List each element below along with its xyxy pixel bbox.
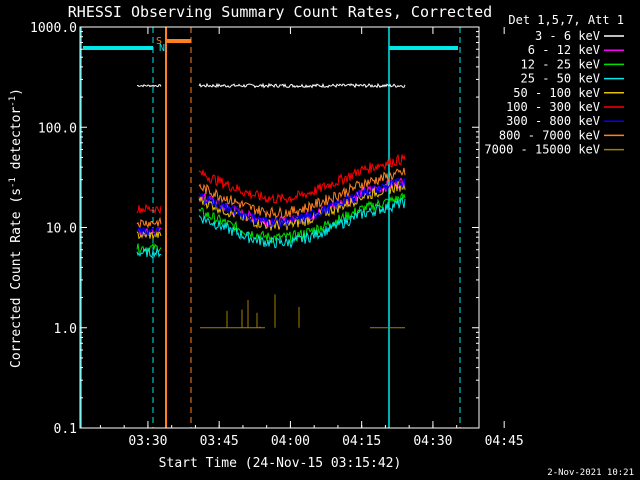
legend-label: 25 - 50 keV — [521, 72, 600, 86]
y-axis-label: Corrected Count Rate (s-1 detector-1) — [8, 88, 24, 368]
series-line — [198, 197, 406, 250]
legend-label: 300 - 800 keV — [506, 114, 600, 128]
y-axis: 0.1 1.0 10.0 100.0 1000.0 — [30, 21, 479, 437]
legend-label: 7000 - 15000 keV — [484, 143, 600, 157]
y-tick-label: 1000.0 — [30, 21, 77, 36]
timestamp: 2-Nov-2021 10:21 — [547, 468, 634, 478]
x-tick-label: 03:45 — [200, 434, 239, 449]
x-tick-label: 04:15 — [342, 434, 381, 449]
series-line — [198, 177, 406, 228]
y-tick-label: 1.0 — [54, 322, 77, 337]
x-tick-label: 04:00 — [271, 434, 310, 449]
night-flag: N — [159, 43, 165, 54]
y-tick-label: 100.0 — [38, 121, 77, 136]
y-tick-label: 10.0 — [46, 222, 77, 237]
legend-label: 800 - 7000 keV — [499, 128, 600, 142]
x-axis: 03:30 03:45 04:00 04:15 04:30 04:45 — [99, 27, 524, 449]
chart-title: RHESSI Observing Summary Count Rates, Co… — [68, 3, 492, 21]
x-tick-label: 04:45 — [485, 434, 524, 449]
y-axis-label-close: ) — [9, 88, 24, 96]
x-axis-label: Start Time (24-Nov-15 03:15:42) — [159, 456, 402, 471]
series-line — [136, 225, 162, 237]
series-line — [198, 167, 406, 219]
series-line — [136, 84, 162, 88]
legend-label: 100 - 300 keV — [506, 100, 600, 114]
x-tick-label: 04:30 — [413, 434, 452, 449]
legend-label: 12 - 25 keV — [521, 57, 600, 71]
legend-label: 50 - 100 keV — [513, 86, 600, 100]
x-tick-label: 03:30 — [128, 434, 167, 449]
legend-label: 3 - 6 keV — [535, 29, 600, 43]
series-line — [136, 216, 162, 229]
legend-label: 6 - 12 keV — [528, 43, 600, 57]
y-axis-label-sup: -1 — [8, 177, 18, 188]
y-axis-label-sup2: -1 — [8, 96, 18, 107]
saa-flag: S — [156, 36, 162, 47]
series-line — [136, 247, 162, 259]
series-line — [198, 153, 406, 204]
y-axis-label-main: Corrected Count Rate (s — [9, 188, 24, 368]
series-line — [136, 230, 162, 241]
y-axis-label-mid: detector — [9, 107, 24, 178]
plot-area: SN — [80, 27, 461, 428]
series-line — [198, 180, 406, 231]
y-tick-label: 0.1 — [54, 422, 77, 437]
series-line — [198, 82, 406, 89]
series-line — [136, 203, 162, 215]
legend-title: Det 1,5,7, Att 1 — [508, 13, 624, 27]
